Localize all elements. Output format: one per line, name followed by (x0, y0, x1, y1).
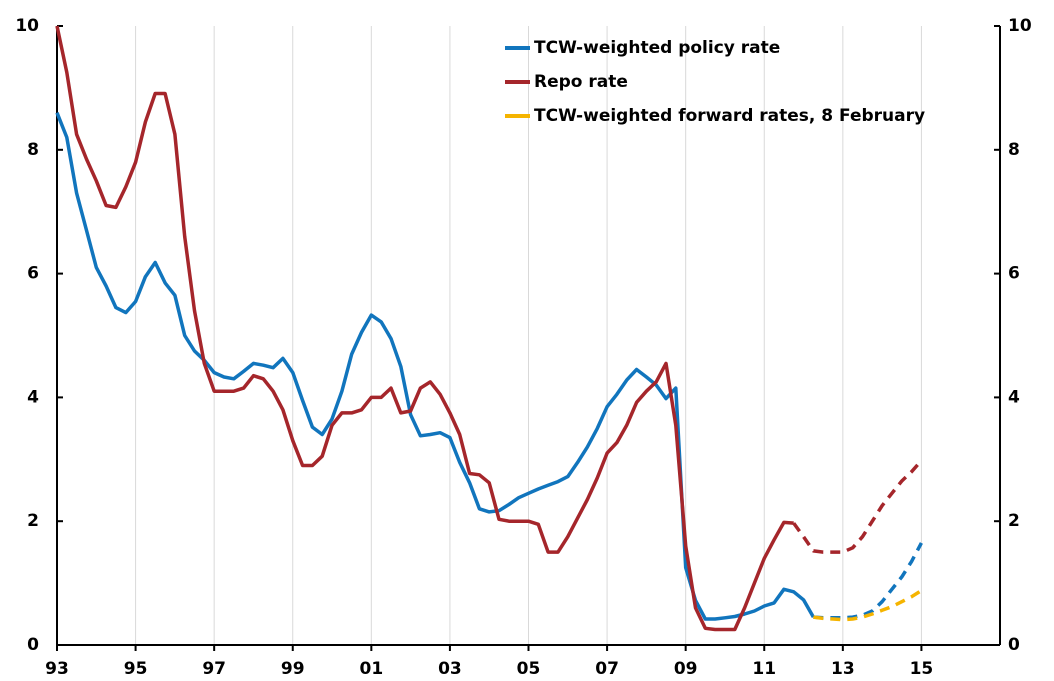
forecast-line (813, 542, 923, 620)
y-tick-label: 8 (27, 140, 39, 160)
y-tick-label: 4 (27, 387, 39, 407)
y2-tick-label: 10 (1008, 16, 1032, 36)
series-line (55, 25, 794, 632)
y-tick-label: 10 (15, 16, 39, 36)
legend-label: TCW-weighted policy rate (534, 38, 780, 58)
forecast-line (792, 459, 923, 554)
x-tick-label: 93 (45, 659, 69, 679)
y2-tick-label: 2 (1008, 511, 1020, 531)
y2-tick-label: 6 (1008, 264, 1020, 284)
x-tick-label: 09 (674, 659, 698, 679)
x-tick-label: 99 (281, 659, 305, 679)
legend-label: TCW-weighted forward rates, 8 February (534, 106, 925, 126)
y-tick-label: 0 (27, 635, 39, 655)
y2-tick-label: 8 (1008, 140, 1020, 160)
y2-tick-label: 4 (1008, 387, 1020, 407)
x-tick-label: 95 (124, 659, 148, 679)
x-tick-label: 13 (831, 659, 855, 679)
x-tick-label: 01 (359, 659, 383, 679)
x-tick-label: 03 (438, 659, 462, 679)
y-tick-label: 6 (27, 264, 39, 284)
y2-tick-label: 0 (1008, 635, 1020, 655)
legend-label: Repo rate (534, 72, 628, 92)
x-tick-label: 15 (910, 659, 934, 679)
x-tick-label: 11 (752, 659, 776, 679)
series-line (55, 112, 815, 621)
series-line (813, 589, 923, 622)
y-tick-label: 2 (27, 511, 39, 531)
x-tick-label: 05 (517, 659, 541, 679)
x-tick-label: 07 (595, 659, 619, 679)
x-tick-label: 97 (202, 659, 226, 679)
